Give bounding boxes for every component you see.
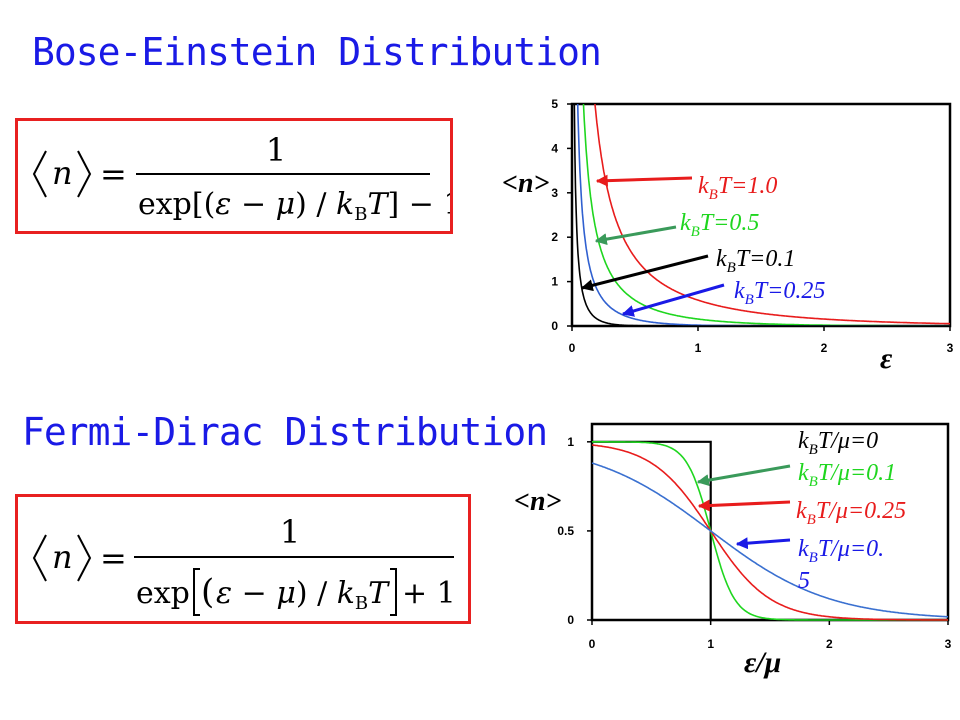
formula-equals: = xyxy=(100,539,127,577)
y-tick-label: 0.5 xyxy=(557,524,574,538)
y-tick-label: 0 xyxy=(551,319,558,333)
right-square-bracket xyxy=(390,568,397,616)
chart1-y-axis-label: <n> xyxy=(502,168,550,199)
arrow-kbt-mu-0-1 xyxy=(696,464,791,487)
chart1-annotations: kBT=1.0 kBT=0.5 kBT=0.1 kBT=0.25 xyxy=(580,173,825,317)
arrow-kbt-mu-0-5 xyxy=(735,537,791,550)
x-tick-label: 2 xyxy=(826,637,833,651)
formula-exp: exp xyxy=(136,576,190,611)
formula-numerator: 1 xyxy=(280,513,300,551)
bose-einstein-formula-box: n = 1 exp[(ε − μ) / kBT] − 1 xyxy=(15,118,453,234)
formula-denominator: exp[(ε − μ) / kBT] − 1 xyxy=(138,187,450,225)
fermi-dirac-formula-box: n = 1 exp ( ε − μ) / kBT + 1 xyxy=(15,494,471,624)
formula-open-paren: ( xyxy=(201,572,214,612)
formula-lhs: n xyxy=(52,538,73,576)
series-kbt-0-5 xyxy=(591,462,949,618)
right-angle-bracket xyxy=(77,534,92,582)
chart2-x-axis-label: ε/μ xyxy=(744,646,781,679)
series-kbt-0-1 xyxy=(573,104,950,326)
formula-equals: = xyxy=(100,155,127,193)
annotation-kbt-0-25: kBT=0.25 xyxy=(734,278,825,308)
fermi-dirac-title: Fermi-Dirac Distribution xyxy=(22,410,548,454)
bose-einstein-title: Bose-Einstein Distribution xyxy=(32,30,602,74)
arrow-kbt-1 xyxy=(595,174,693,187)
x-tick-label: 2 xyxy=(821,341,828,355)
arrow-kbt-0-1 xyxy=(580,254,709,292)
chart1-x-axis-label: ε xyxy=(880,342,893,375)
y-tick-label: 2 xyxy=(551,230,558,244)
arrow-kbt-0-25 xyxy=(621,283,725,317)
chart1-x-ticks: 0 1 2 3 xyxy=(569,326,954,355)
annotation-kbt-mu-0: kBT/μ=0 xyxy=(798,428,878,458)
right-angle-bracket xyxy=(77,150,92,198)
formula-denominator-body: ε − μ) / kBT xyxy=(216,576,390,614)
bose-einstein-chart: 0 1 2 3 4 5 0 1 2 3 <n> ε kBT=1.0 kBT=0.5 kBT=0.… xyxy=(502,97,954,375)
arrow-kbt-0-5 xyxy=(594,225,677,246)
formula-numerator: 1 xyxy=(266,131,286,169)
chart1-y-ticks: 0 1 2 3 4 5 xyxy=(551,97,572,333)
formula-plus-one: + 1 xyxy=(402,576,456,611)
y-tick-label: 5 xyxy=(551,97,558,111)
x-tick-label: 1 xyxy=(695,341,702,355)
chart2-annotations: kBT/μ=0 kBT/μ=0.1 kBT/μ=0.25 kBT/μ=0. 5 xyxy=(696,428,906,594)
y-tick-label: 3 xyxy=(551,186,558,200)
left-angle-bracket xyxy=(32,534,47,582)
chart2-x-ticks: 0 1 2 3 xyxy=(589,620,952,651)
fermi-dirac-formula: n = 1 exp ( ε − μ) / kBT + 1 xyxy=(32,513,456,616)
annotation-kbt-0-5: kBT=0.5 xyxy=(680,210,759,240)
arrow-kbt-mu-0-25 xyxy=(697,499,791,512)
y-tick-label: 1 xyxy=(567,435,574,449)
annotation-kbt-1: kBT=1.0 xyxy=(698,173,777,203)
left-angle-bracket xyxy=(32,150,47,198)
chart2-y-axis-label: <n> xyxy=(514,486,562,517)
chart2-y-ticks: 00.51 xyxy=(557,435,592,627)
x-tick-label: 1 xyxy=(707,637,714,651)
x-tick-label: 3 xyxy=(945,637,952,651)
annotation-kbt-mu-0-5-cont: 5 xyxy=(798,568,810,594)
annotation-kbt-mu-0-1: kBT/μ=0.1 xyxy=(798,460,896,490)
annotation-kbt-mu-0-5: kBT/μ=0. xyxy=(798,536,884,566)
series-kbt-0-25 xyxy=(591,444,948,621)
x-tick-label: 0 xyxy=(569,341,576,355)
y-tick-label: 0 xyxy=(567,613,574,627)
bose-einstein-formula: n = 1 exp[(ε − μ) / kBT] − 1 xyxy=(32,131,450,225)
x-tick-label: 3 xyxy=(947,341,954,355)
left-square-bracket xyxy=(193,568,200,616)
annotation-kbt-0-1: kBT=0.1 xyxy=(716,246,795,276)
chart2-curves xyxy=(591,440,949,622)
series-kbt-1-0 xyxy=(594,104,950,325)
annotation-kbt-mu-0-25: kBT/μ=0.25 xyxy=(796,498,906,528)
formula-lhs: n xyxy=(52,154,73,192)
y-tick-label: 1 xyxy=(551,275,558,289)
x-tick-label: 0 xyxy=(589,637,596,651)
y-tick-label: 4 xyxy=(551,141,558,155)
series-kbt-0-5 xyxy=(582,104,950,326)
